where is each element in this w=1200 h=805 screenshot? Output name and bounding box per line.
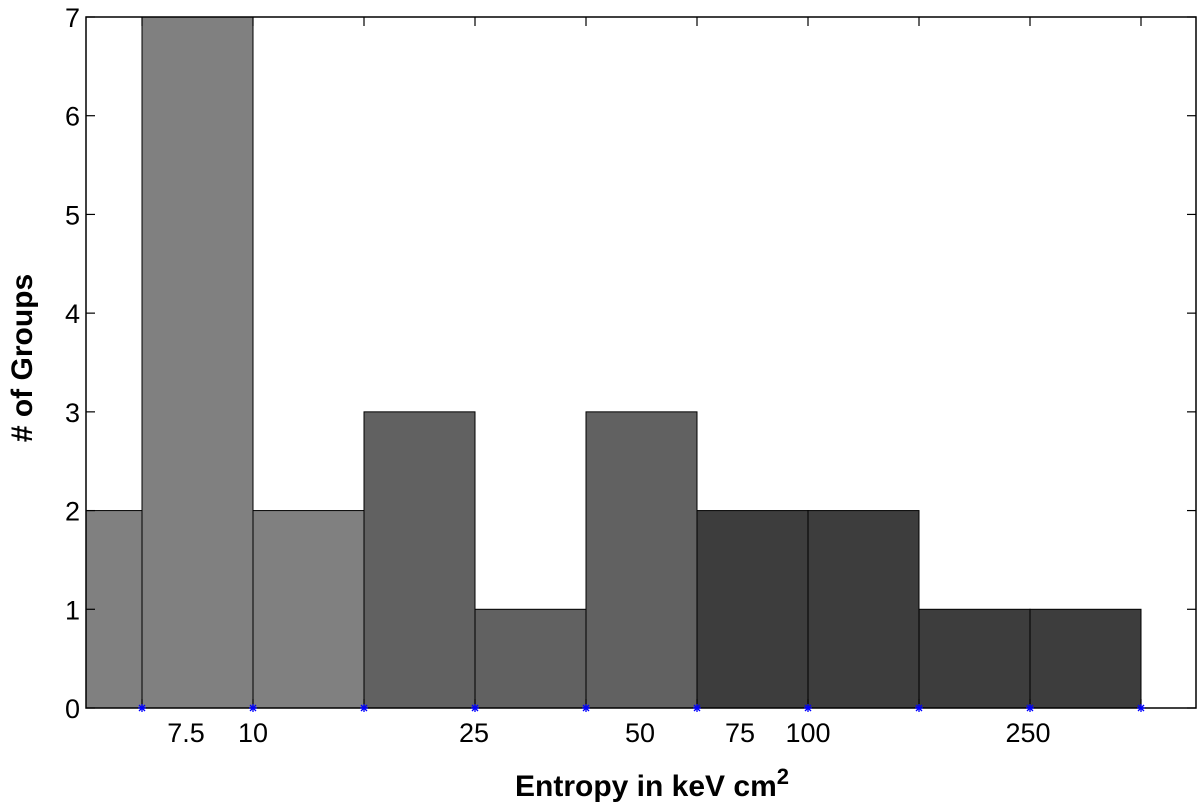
y-tick-label: 2 [65, 497, 80, 527]
histogram-bar [918, 608, 1031, 709]
bin-edge-star-marker [1026, 704, 1034, 712]
bin-edge-star-marker [471, 704, 479, 712]
histogram-bar [1029, 608, 1142, 709]
x-tick-label: 7.5 [167, 718, 205, 748]
histogram-bar [807, 510, 920, 709]
y-tick-label: 6 [65, 102, 80, 132]
bin-edge-star-marker [249, 704, 257, 712]
histogram-bar [363, 411, 476, 709]
bin-edge-star-marker [693, 704, 701, 712]
x-axis-title: Entropy in keV cm2 [515, 764, 789, 803]
histogram-bar [585, 411, 698, 709]
histogram-bar [85, 510, 143, 709]
y-tick-labels: 0 1 2 3 4 5 6 7 [65, 3, 80, 724]
bars-layer [85, 16, 1142, 709]
x-axis-title-superscript: 2 [777, 764, 789, 789]
plot-frame [85, 16, 1197, 709]
histogram-bar [696, 510, 809, 709]
x-tick-label: 75 [725, 718, 755, 748]
y-tick-label: 7 [65, 3, 80, 33]
x-tick-labels: 7.5 10 25 50 75 100 250 [167, 718, 1050, 748]
x-tick-label: 100 [785, 718, 830, 748]
x-tick-label: 10 [238, 718, 268, 748]
bin-edge-star-marker [1137, 704, 1145, 712]
bin-edge-star-marker [582, 704, 590, 712]
y-tick-label: 1 [65, 595, 80, 625]
x-axis-title-text: Entropy in keV cm [515, 770, 777, 803]
bin-edge-star-marker [138, 704, 146, 712]
bin-edge-star-marker [804, 704, 812, 712]
x-tick-label: 250 [1005, 718, 1050, 748]
bin-edge-star-marker [360, 704, 368, 712]
y-axis-title: # of Groups [6, 274, 39, 442]
bin-edge-markers [138, 704, 1145, 712]
histogram-bar [474, 608, 587, 709]
y-tick-label: 5 [65, 200, 80, 230]
y-tick-label: 3 [65, 398, 80, 428]
histogram-bar [141, 16, 254, 709]
bin-edge-star-marker [915, 704, 923, 712]
x-tick-label: 50 [625, 718, 655, 748]
x-tick-label: 25 [459, 718, 489, 748]
y-tick-label: 4 [65, 299, 80, 329]
histogram-bar [252, 510, 365, 709]
y-tick-label: 0 [65, 694, 80, 724]
